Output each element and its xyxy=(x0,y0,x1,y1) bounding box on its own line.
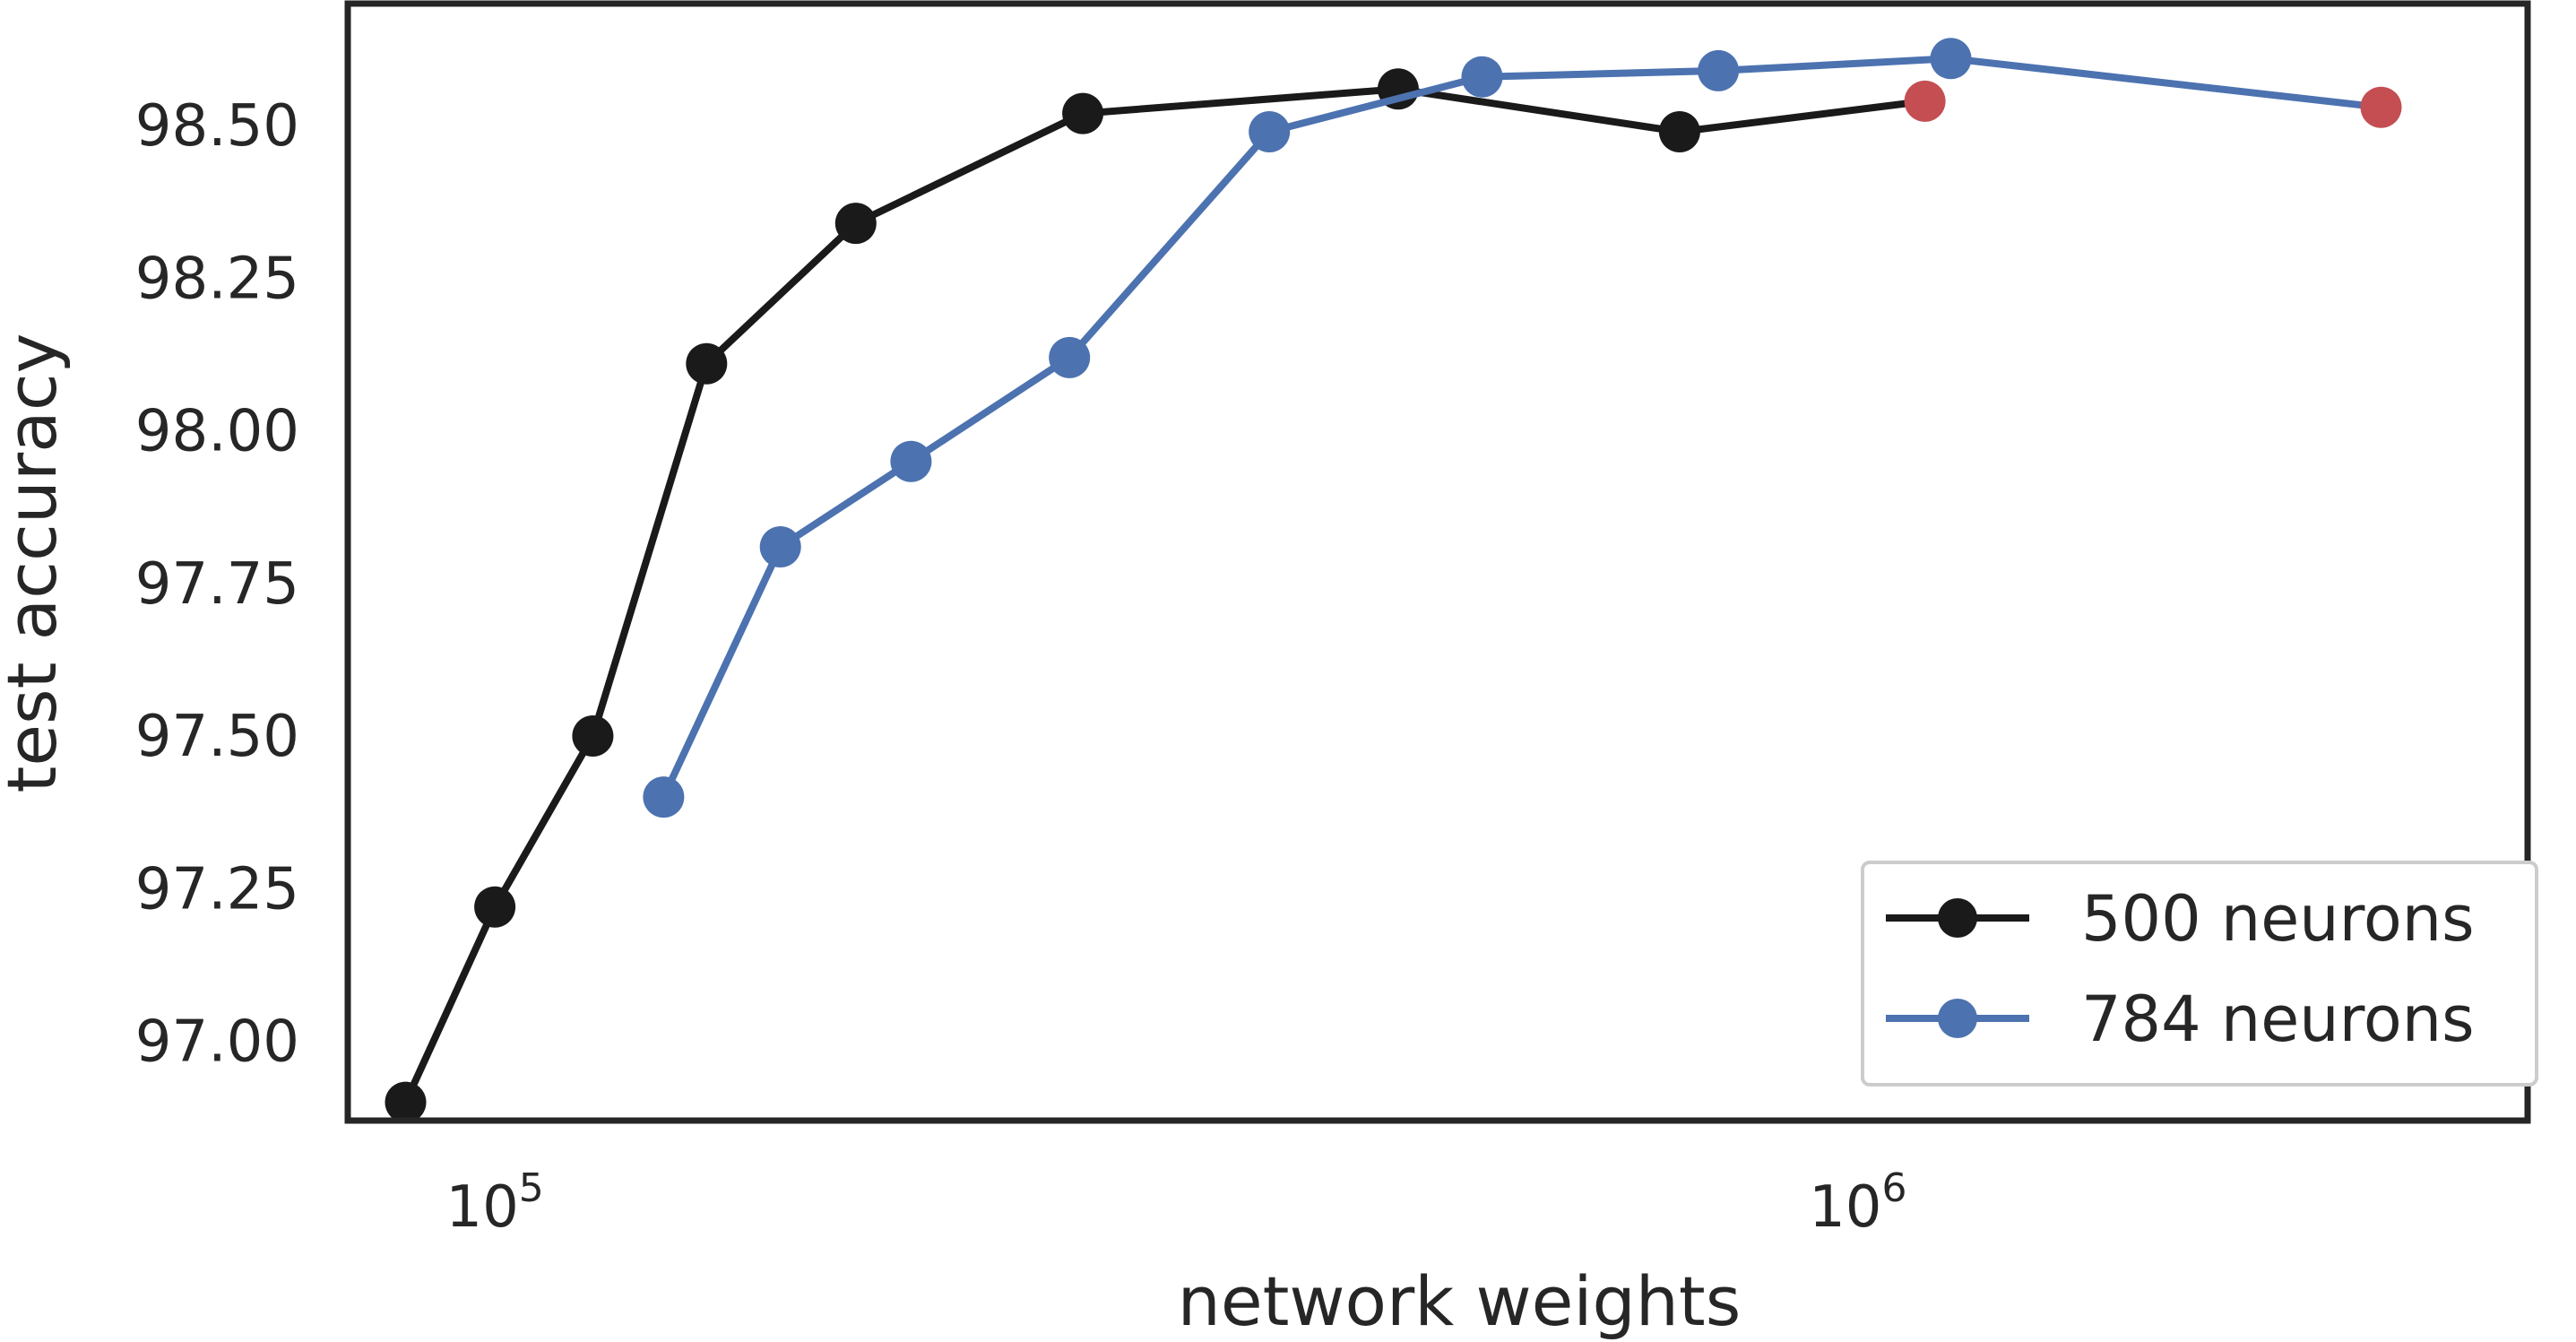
data-point xyxy=(759,526,801,567)
y-tick-label: 97.00 xyxy=(135,1009,299,1075)
data-point xyxy=(1049,336,1091,378)
series-layer xyxy=(385,38,2402,1123)
plot-frame xyxy=(344,0,2531,1124)
x-tick-label: 105 xyxy=(445,1165,543,1241)
y-tick-label: 98.25 xyxy=(135,246,299,312)
x-axis-ticks: 105 106 xyxy=(445,1165,1906,1241)
data-point xyxy=(1249,111,1291,152)
data-point xyxy=(474,886,516,928)
legend-marker-784 xyxy=(1938,999,1977,1038)
x-tick-base: 10 xyxy=(1809,1174,1881,1241)
x-tick-label: 106 xyxy=(1809,1165,1906,1241)
data-point xyxy=(1930,38,1972,80)
legend: 500 neurons 784 neurons xyxy=(1861,861,2538,1087)
y-tick-label: 97.75 xyxy=(135,551,299,618)
legend-marker-500 xyxy=(1938,898,1977,938)
data-point xyxy=(385,1081,427,1123)
y-tick-label: 97.25 xyxy=(135,856,299,922)
plot-area xyxy=(385,38,2402,1123)
x-axis-label: network weights xyxy=(1178,1261,1742,1341)
legend-entry-784-neurons: 784 neurons xyxy=(1886,983,2475,1056)
data-point xyxy=(890,440,932,482)
series-784-neurons xyxy=(643,38,2402,818)
legend-box xyxy=(1861,861,2538,1087)
legend-label-500: 500 neurons xyxy=(2081,882,2475,956)
y-tick-label: 97.50 xyxy=(135,704,299,770)
y-axis-ticks: 97.00 97.25 97.50 97.75 98.00 98.25 98.50 xyxy=(135,93,299,1075)
series-line xyxy=(660,55,2382,799)
data-point xyxy=(834,203,877,245)
data-point xyxy=(1658,111,1700,152)
data-point xyxy=(686,342,728,385)
data-point xyxy=(1698,49,1740,91)
legend-label-784: 784 neurons xyxy=(2081,983,2475,1056)
y-tick-label: 98.50 xyxy=(135,93,299,160)
series-line xyxy=(402,85,1926,1104)
data-point xyxy=(643,776,685,818)
series-500-neurons xyxy=(385,68,1946,1123)
data-point xyxy=(1461,56,1503,98)
legend-entry-500-neurons: 500 neurons xyxy=(1886,882,2475,956)
data-point-highlight xyxy=(1904,80,1946,122)
data-point xyxy=(1062,92,1104,134)
y-tick-label: 98.00 xyxy=(135,399,299,465)
x-tick-exponent: 6 xyxy=(1882,1165,1907,1211)
x-tick-base: 10 xyxy=(445,1174,518,1241)
y-axis-label: test accuracy xyxy=(0,333,72,793)
data-point xyxy=(572,715,614,757)
x-tick-exponent: 5 xyxy=(519,1165,544,1211)
data-point-highlight xyxy=(2360,86,2402,128)
